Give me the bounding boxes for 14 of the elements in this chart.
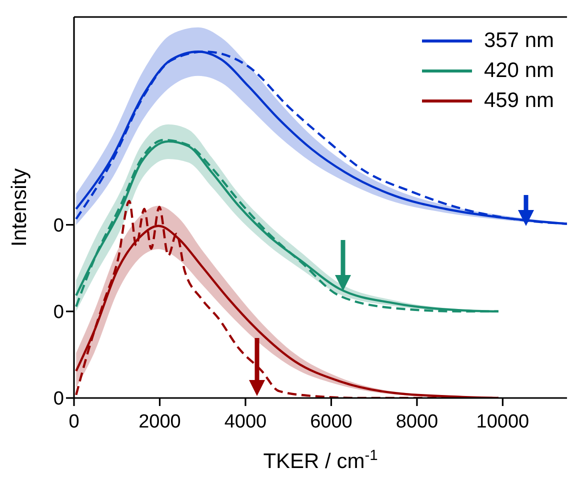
x-tick-label: 6000 <box>310 411 352 432</box>
x-axis-title: TKER / cm$^{-1}$ <box>263 448 378 473</box>
y-tick-label: 0 <box>53 216 64 237</box>
y-tick-label: 0 <box>53 388 64 410</box>
legend-label: 420 nm <box>484 59 554 83</box>
legend-label: 459 nm <box>484 89 554 113</box>
x-tick-label: 4000 <box>224 411 267 432</box>
x-tick-label: 0 <box>68 411 80 432</box>
y-axis-title: Intensity <box>8 168 31 247</box>
x-tick-label: 2000 <box>138 411 181 432</box>
y-tick-label: 0 <box>53 302 64 324</box>
x-tick-label: 10000 <box>476 411 530 432</box>
x-tick-label: 8000 <box>396 411 438 432</box>
legend-label: 357 nm <box>484 29 554 53</box>
